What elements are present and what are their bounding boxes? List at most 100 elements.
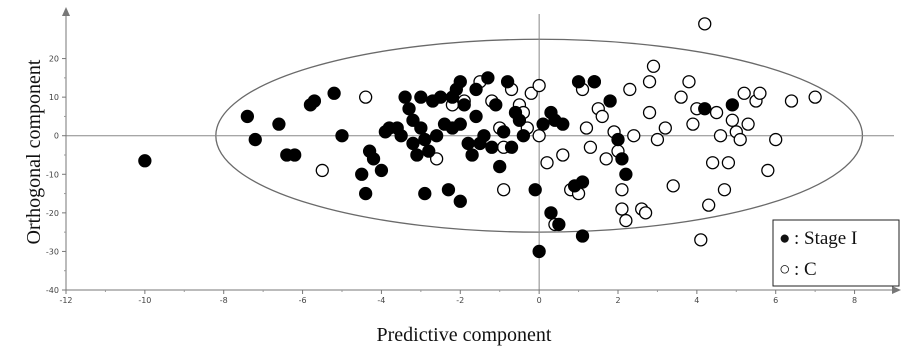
point-stage-i <box>240 109 255 124</box>
point-c <box>619 213 633 228</box>
point-stage-i <box>433 90 448 104</box>
point-stage-i <box>500 75 515 89</box>
point-stage-i <box>453 75 467 89</box>
y-tick-label: 20 <box>49 55 59 64</box>
point-stage-i <box>402 102 416 116</box>
point-c <box>709 105 724 120</box>
x-axis-title: Predictive component <box>377 324 552 346</box>
point-stage-i <box>414 121 428 135</box>
point-c <box>642 75 657 89</box>
point-c <box>702 198 716 212</box>
point-stage-i <box>453 194 467 208</box>
legend-box <box>772 219 900 287</box>
point-c <box>733 132 747 147</box>
point-stage-i <box>575 175 590 189</box>
point-c <box>705 156 720 170</box>
point-stage-i <box>587 75 601 89</box>
point-stage-i <box>406 136 420 151</box>
point-c <box>717 183 732 197</box>
point-stage-i <box>512 113 527 127</box>
x-tick-label: 6 <box>773 296 778 305</box>
point-stage-i <box>418 132 432 147</box>
point-stage-i <box>457 98 471 112</box>
point-c <box>753 86 767 100</box>
point-c <box>658 121 672 135</box>
point-stage-i <box>497 125 511 139</box>
point-c <box>741 117 755 131</box>
point-c <box>642 105 657 120</box>
point-stage-i <box>469 109 483 124</box>
y-axis-title: Orthogonal component <box>23 59 45 244</box>
point-c <box>674 90 688 104</box>
x-tick-label: 2 <box>615 296 620 305</box>
point-c <box>737 86 751 100</box>
point-stage-i <box>453 117 467 131</box>
point-c <box>686 117 700 131</box>
point-stage-i <box>398 90 412 104</box>
point-c <box>761 163 775 178</box>
point-stage-i <box>355 167 369 181</box>
point-c <box>682 75 696 89</box>
point-stage-i <box>410 148 424 162</box>
point-stage-i <box>575 229 590 243</box>
point-stage-i <box>406 113 420 127</box>
point-c <box>532 129 546 143</box>
legend: ● : Stage I ○ : C <box>772 219 900 287</box>
point-c <box>725 113 739 127</box>
x-tick-label: -2 <box>456 296 464 305</box>
point-c <box>532 78 546 93</box>
point-stage-i <box>536 117 550 131</box>
y-tick-label: -30 <box>46 247 59 256</box>
point-c <box>497 183 511 197</box>
point-c <box>359 90 373 104</box>
point-c <box>808 90 822 104</box>
point-c <box>646 59 661 73</box>
point-c <box>615 183 629 197</box>
x-tick-label: 8 <box>852 296 857 305</box>
point-stage-i <box>288 148 302 162</box>
point-c <box>599 152 613 166</box>
point-c <box>721 156 736 170</box>
point-stage-i <box>528 183 542 197</box>
point-c <box>579 121 594 135</box>
point-stage-i <box>725 98 739 112</box>
point-stage-i <box>516 129 531 143</box>
y-tick-label: -20 <box>46 209 59 218</box>
point-stage-i <box>481 71 495 85</box>
point-stage-i <box>611 132 625 147</box>
point-c <box>623 82 637 97</box>
point-stage-i <box>504 140 519 154</box>
legend-label-stage-i: : Stage I <box>794 228 857 249</box>
point-stage-i <box>441 183 456 197</box>
point-c <box>627 129 641 143</box>
point-stage-i <box>603 94 617 108</box>
point-stage-i <box>615 152 629 166</box>
point-stage-i <box>493 159 507 174</box>
x-axis-arrow <box>892 286 901 294</box>
point-stage-i <box>414 90 428 104</box>
point-c <box>784 94 799 108</box>
point-stage-i <box>394 129 408 143</box>
x-tick-label: -10 <box>138 296 151 305</box>
point-c <box>556 148 570 162</box>
point-stage-i <box>469 82 483 97</box>
point-c <box>769 132 783 147</box>
point-c <box>429 152 444 166</box>
y-tick-label: 0 <box>54 132 59 141</box>
x-tick-label: -4 <box>377 296 385 305</box>
point-stage-i <box>418 186 432 201</box>
point-stage-i <box>532 244 546 259</box>
point-c <box>540 156 554 170</box>
point-stage-i <box>422 144 436 158</box>
point-stage-i <box>465 148 479 162</box>
legend-marker-stage-i: ● <box>779 228 790 249</box>
point-stage-i <box>374 163 389 178</box>
point-stage-i <box>571 75 586 89</box>
point-stage-i <box>489 98 503 112</box>
point-stage-i <box>272 117 286 131</box>
point-c <box>615 202 629 216</box>
point-stage-i <box>335 129 349 143</box>
point-c <box>638 206 653 220</box>
x-tick-label: 4 <box>694 296 699 305</box>
